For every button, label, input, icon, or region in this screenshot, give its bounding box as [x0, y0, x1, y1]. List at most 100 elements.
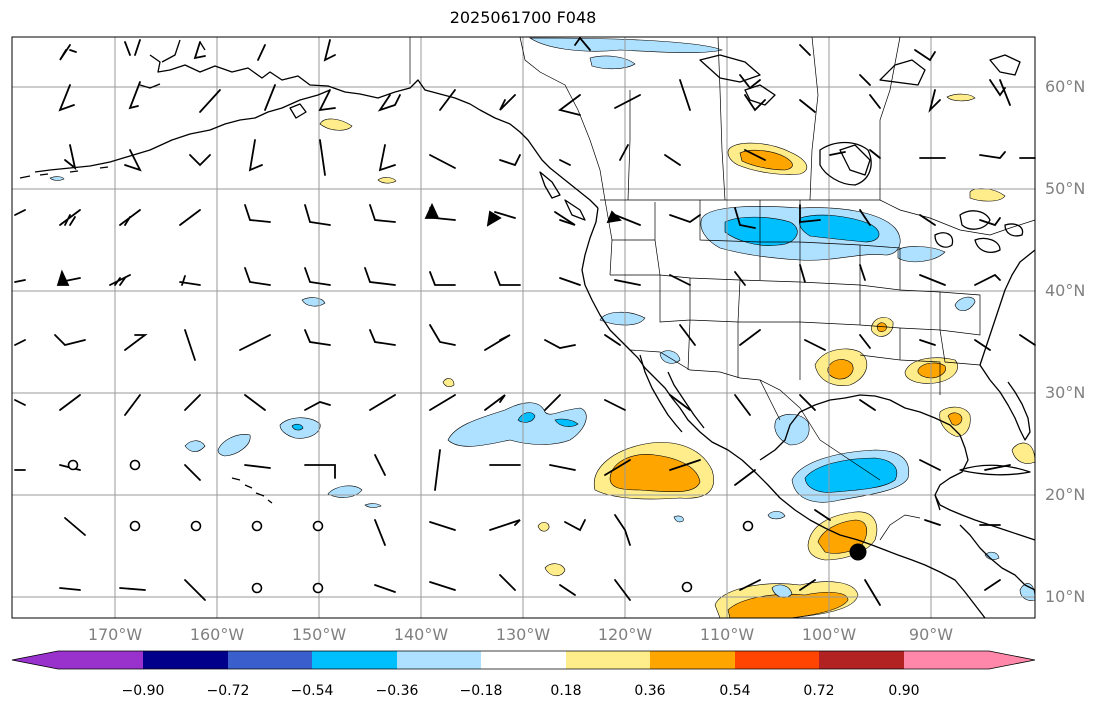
- wind-barb-row-4: [14, 204, 1001, 229]
- negative-region: [589, 55, 636, 70]
- negative-core: [554, 418, 579, 427]
- positive-core: [917, 362, 946, 379]
- lon-label-90w: 90°W: [908, 625, 954, 644]
- lon-label-160w: 160°W: [189, 625, 245, 644]
- lon-label-170w: 170°W: [87, 625, 143, 644]
- us-mexico-border: [629, 349, 801, 409]
- colorbar-tick-label: 0.18: [550, 683, 582, 699]
- map-title: 2025061700 F048: [449, 8, 597, 27]
- gulf-coast: [759, 394, 1036, 541]
- alaska-coast: [149, 54, 599, 209]
- colorbar-extend-low: [12, 651, 58, 669]
- lon-label-140w: 140°W: [393, 625, 449, 644]
- negative-region: [364, 503, 382, 508]
- negative-region: [673, 515, 684, 523]
- negative-region: [49, 176, 65, 181]
- wind-barb-row-9: [64, 509, 1001, 546]
- colorbar-tick-label: 0.90: [888, 683, 920, 699]
- negative-region: [659, 350, 681, 364]
- bering-coast: [139, 39, 206, 89]
- positive-region: [946, 93, 976, 102]
- colorbar-tick-label: −0.36: [375, 683, 419, 699]
- colorbar-segment: [650, 651, 735, 669]
- us-states-west: [604, 199, 801, 380]
- colorbar-segment: [397, 651, 481, 669]
- negative-region: [954, 296, 976, 311]
- lat-label-10n: 10°N: [1045, 587, 1086, 606]
- lat-label-30n: 30°N: [1045, 383, 1086, 402]
- florida: [989, 379, 1031, 441]
- positive-region: [1011, 442, 1036, 464]
- great-lakes: [934, 210, 1024, 253]
- baja: [639, 354, 705, 433]
- positive-region: [319, 118, 353, 131]
- positive-region: [544, 563, 566, 577]
- positive-region: [969, 188, 1006, 202]
- colorbar-tick-label: −0.18: [459, 683, 503, 699]
- colorbar-tick-label: 0.72: [803, 683, 835, 699]
- hudson-bay: [819, 141, 872, 186]
- lon-label-150w: 150°W: [291, 625, 347, 644]
- wind-barb-row-8: [14, 449, 1011, 491]
- colorbar-segment: [735, 651, 819, 669]
- cuba: [959, 464, 1031, 476]
- canada-islands: [699, 54, 1021, 176]
- colorbar-segment: [904, 651, 989, 669]
- colorbar-segment: [312, 651, 397, 669]
- colorbar-segment: [58, 651, 143, 669]
- negative-region: [217, 434, 251, 457]
- us-states-central: [699, 200, 991, 395]
- colorbar-tick-label: 0.54: [719, 683, 751, 699]
- negative-region: [984, 551, 1000, 560]
- colorbar-tick-label: −0.54: [290, 683, 334, 699]
- us-canada-border: [600, 199, 1036, 236]
- negative-core: [291, 423, 304, 431]
- negative-region: [447, 402, 587, 447]
- colorbar-segment: [819, 651, 904, 669]
- wind-barb-row-10: [59, 574, 1001, 606]
- bc-islands: [539, 171, 586, 221]
- colorbar-tick-label: −0.72: [206, 683, 250, 699]
- wind-barb-row-7: [14, 394, 876, 416]
- colorbar-segment: [143, 651, 228, 669]
- colorbar-tick-label: 0.36: [634, 683, 666, 699]
- negative-region: [529, 37, 723, 54]
- positive-region: [377, 177, 397, 184]
- aleutians: [19, 166, 109, 179]
- pennant-barbs: [56, 202, 622, 286]
- wind-barb-row-1: [59, 36, 1006, 97]
- hawaii: [231, 477, 273, 504]
- colorbar-segment: [228, 651, 312, 669]
- wind-barb-row-5: [14, 264, 1001, 286]
- east-coast: [979, 249, 1036, 381]
- wind-barbs: [14, 36, 1036, 606]
- graticule: [12, 37, 1035, 618]
- central-america: [934, 494, 1036, 591]
- negative-region: [599, 311, 646, 326]
- colorbar-segment: [566, 651, 650, 669]
- alaska-peninsula: [34, 89, 331, 173]
- mexico-guatemala-border: [879, 514, 921, 541]
- colorbar-outline: [11, 650, 1036, 670]
- positive-core: [947, 412, 963, 426]
- positive-region: [442, 378, 455, 387]
- lat-label-60n: 60°N: [1045, 77, 1086, 96]
- colorbar-segment: [481, 651, 566, 669]
- negative-region: [767, 511, 786, 520]
- negative-region: [897, 246, 946, 263]
- lat-label-50n: 50°N: [1045, 179, 1086, 198]
- kodiak: [289, 103, 307, 119]
- positive-core: [609, 454, 701, 493]
- colorbar: [12, 651, 1035, 669]
- negative-core: [799, 214, 880, 243]
- west-coast: [581, 207, 986, 619]
- colorbar-tick-label: −0.90: [121, 683, 165, 699]
- coastlines: [19, 39, 1036, 619]
- mexico-states: [759, 379, 881, 481]
- negative-region: [327, 485, 363, 498]
- calm-circles: [67, 459, 754, 594]
- wind-barb-row-2: [58, 79, 1011, 116]
- wind-barb-row-3: [64, 139, 1036, 176]
- positive-core: [739, 149, 793, 171]
